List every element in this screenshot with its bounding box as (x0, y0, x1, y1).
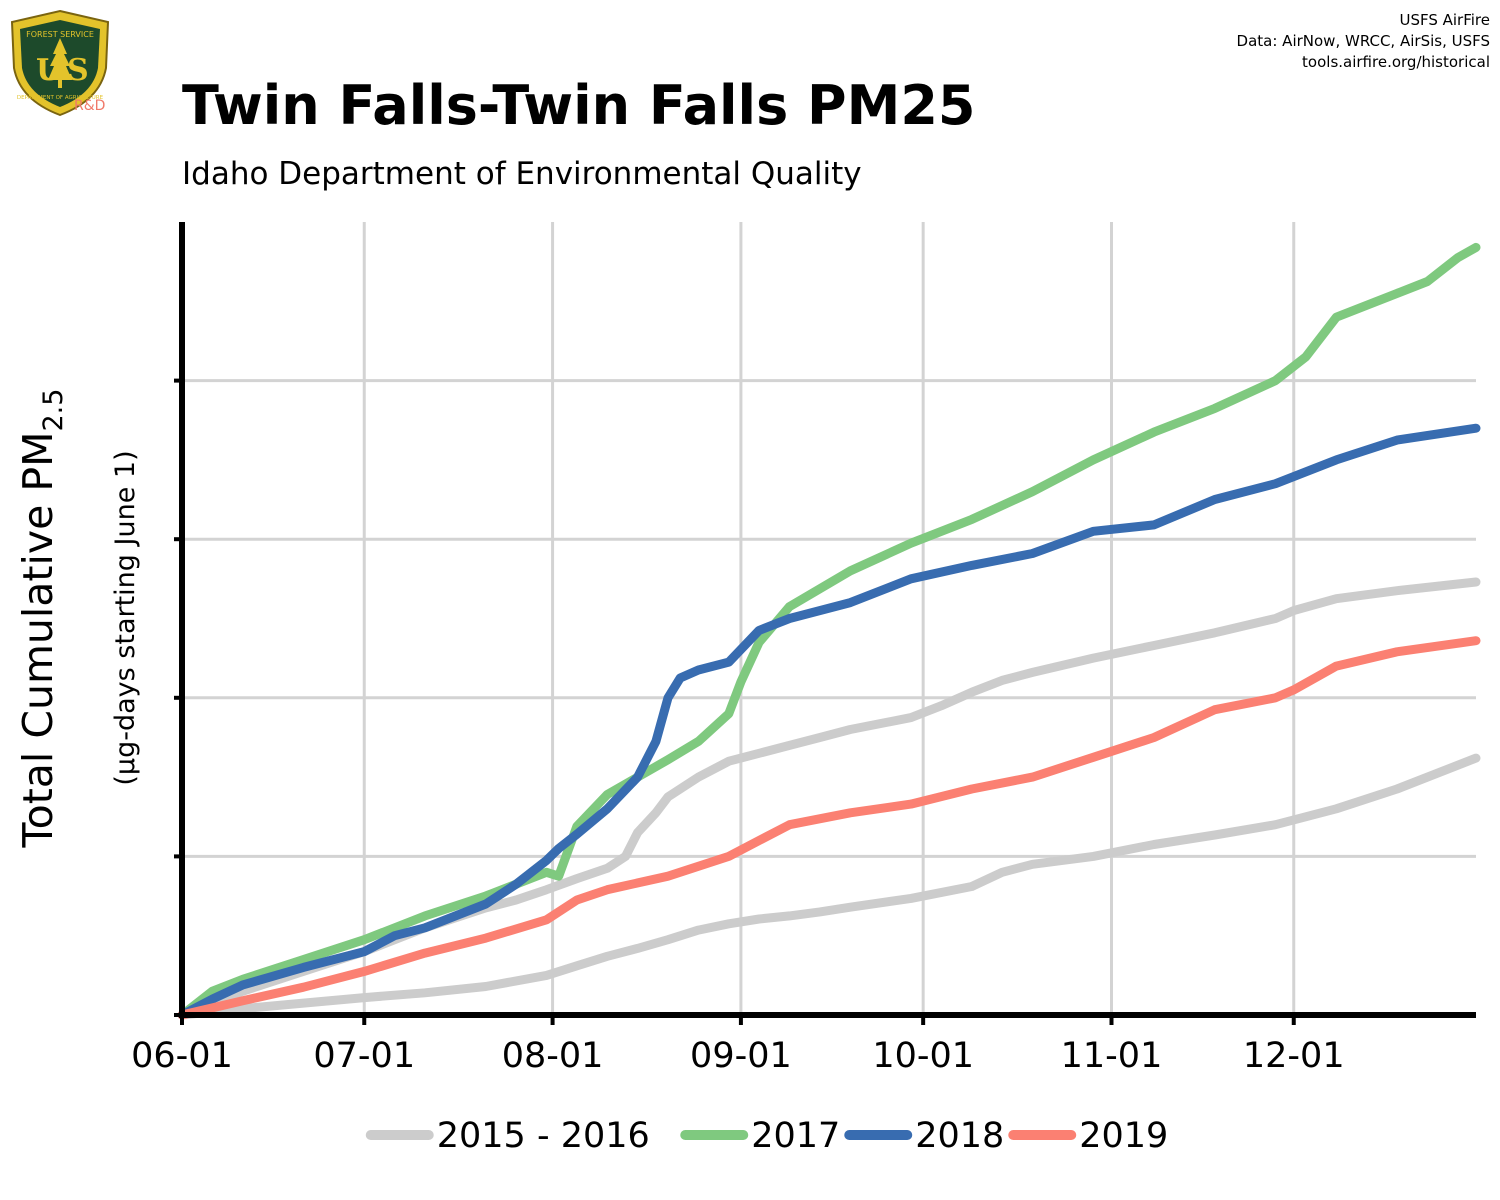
credits-line-3: tools.airfire.org/historical (1302, 53, 1490, 71)
svg-text:DEPARTMENT OF AGRICULTURE: DEPARTMENT OF AGRICULTURE (17, 95, 104, 101)
axes (174, 222, 1476, 1018)
y-axis-label: Total Cumulative PM2.5 (µg-days starting … (14, 389, 141, 849)
legend-label: 2019 (1079, 1116, 1168, 1156)
series-line-2015-2016-1 (177, 577, 1481, 1020)
series-lines (177, 242, 1481, 1020)
chart-subtitle: Idaho Department of Environmental Qualit… (182, 156, 862, 192)
x-tick-label: 08-01 (502, 1036, 604, 1076)
svg-text:FOREST SERVICE: FOREST SERVICE (26, 30, 94, 39)
legend-item: 2015 - 2016 (365, 1116, 650, 1156)
series-line-2015-2016-0 (177, 753, 1481, 1020)
y-axis-note: (µg-days starting June 1) (110, 450, 141, 785)
legend: 2015 - 2016 2017 2018 2019 (365, 1116, 1168, 1156)
series-line-2017-2 (177, 242, 1481, 1020)
grid (182, 222, 1476, 1015)
credits-line-2: Data: AirNow, WRCC, AirSis, USFS (1236, 32, 1490, 50)
series-line-2019-4 (177, 636, 1481, 1020)
x-tick-labels: 06-01 07-01 08-01 09-01 10-01 11-01 12-01 (131, 1015, 1345, 1076)
svg-text:S: S (67, 53, 89, 88)
y-axis-title: Total Cumulative PM2.5 (14, 389, 69, 849)
x-tick-label: 11-01 (1061, 1036, 1163, 1076)
chart-title: Twin Falls-Twin Falls PM25 (182, 74, 976, 137)
credits: USFS AirFire Data: AirNow, WRCC, AirSis,… (1237, 10, 1490, 73)
logo-rd-tag: R&D (74, 98, 106, 114)
usfs-shield-logo: FOREST SERVICE U S DEPARTMENT OF AGRICUL… (10, 9, 110, 117)
x-tick-label: 06-01 (131, 1036, 233, 1076)
legend-label: 2018 (915, 1116, 1004, 1156)
x-tick-label: 10-01 (872, 1036, 974, 1076)
credits-line-1: USFS AirFire (1399, 11, 1490, 29)
x-tick-label: 07-01 (313, 1036, 415, 1076)
x-tick-label: 12-01 (1243, 1036, 1345, 1076)
series-line-2018-3 (177, 423, 1481, 1020)
legend-item: 2017 (680, 1116, 840, 1156)
legend-label: 2017 (751, 1116, 840, 1156)
legend-item: 2018 (844, 1116, 1004, 1156)
legend-item: 2019 (1008, 1116, 1168, 1156)
legend-label: 2015 - 2016 (437, 1116, 650, 1156)
x-tick-label: 09-01 (690, 1036, 792, 1076)
